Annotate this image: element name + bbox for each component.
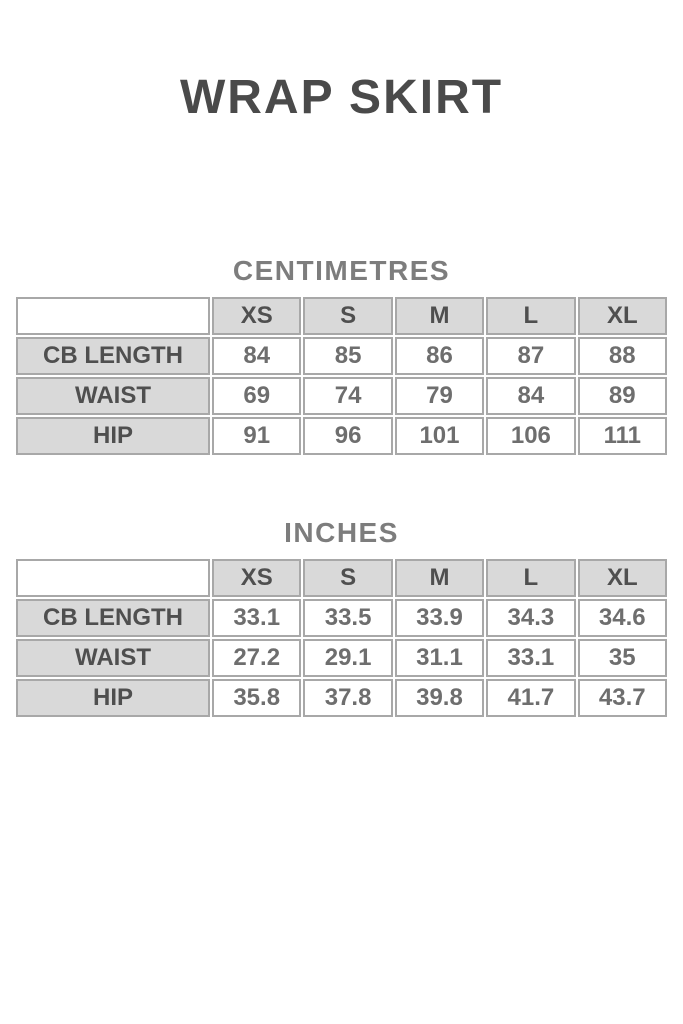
value-cell: 111 bbox=[577, 417, 667, 455]
value-cell: 96 bbox=[303, 417, 393, 455]
row-label-hip: HIP bbox=[16, 679, 210, 717]
value-cell: 91 bbox=[212, 417, 302, 455]
value-cell: 101 bbox=[394, 417, 485, 455]
value-cell: 86 bbox=[394, 337, 485, 375]
column-header-xs: XS bbox=[212, 297, 302, 335]
value-cell: 33.1 bbox=[212, 599, 302, 637]
corner-cell bbox=[16, 559, 210, 597]
row-label-waist: WAIST bbox=[16, 639, 210, 677]
centimetres-size-table: XS S M L XL CB LENGTH 84 85 86 87 88 WAI… bbox=[14, 295, 669, 457]
column-header-l: L bbox=[486, 297, 576, 335]
table-row: HIP 35.8 37.8 39.8 41.7 43.7 bbox=[16, 679, 667, 717]
value-cell: 87 bbox=[486, 337, 576, 375]
row-label-cb-length: CB LENGTH bbox=[16, 337, 210, 375]
section-title-inches: INCHES bbox=[284, 517, 399, 548]
column-header-m: M bbox=[394, 559, 485, 597]
row-label-cb-length: CB LENGTH bbox=[16, 599, 210, 637]
row-label-hip: HIP bbox=[16, 417, 210, 455]
column-header-s: S bbox=[303, 297, 393, 335]
table-row: WAIST 27.2 29.1 31.1 33.1 35 bbox=[16, 639, 667, 677]
page-title: WRAP SKIRT bbox=[179, 71, 504, 124]
value-cell: 33.9 bbox=[394, 599, 485, 637]
inches-table-wrap: XS S M L XL CB LENGTH 33.1 33.5 33.9 34.… bbox=[14, 557, 669, 719]
column-header-m: M bbox=[394, 297, 485, 335]
column-header-s: S bbox=[303, 559, 393, 597]
value-cell: 35 bbox=[577, 639, 667, 677]
value-cell: 34.6 bbox=[577, 599, 667, 637]
value-cell: 74 bbox=[303, 377, 393, 415]
corner-cell bbox=[16, 297, 210, 335]
section-title-centimetres: CENTIMETRES bbox=[232, 255, 451, 286]
value-cell: 84 bbox=[212, 337, 302, 375]
value-cell: 89 bbox=[577, 377, 667, 415]
table-row: CB LENGTH 84 85 86 87 88 bbox=[16, 337, 667, 375]
inches-size-table: XS S M L XL CB LENGTH 33.1 33.5 33.9 34.… bbox=[14, 557, 669, 719]
column-header-xs: XS bbox=[212, 559, 302, 597]
value-cell: 41.7 bbox=[486, 679, 576, 717]
value-cell: 37.8 bbox=[303, 679, 393, 717]
column-header-xl: XL bbox=[577, 559, 667, 597]
value-cell: 33.5 bbox=[303, 599, 393, 637]
value-cell: 27.2 bbox=[212, 639, 302, 677]
centimetres-section: CENTIMETRES XS S M L XL CB LENGTH 84 85 bbox=[0, 255, 683, 457]
table-header-row: XS S M L XL bbox=[16, 559, 667, 597]
value-cell: 39.8 bbox=[394, 679, 485, 717]
value-cell: 31.1 bbox=[394, 639, 485, 677]
column-header-xl: XL bbox=[577, 297, 667, 335]
value-cell: 34.3 bbox=[486, 599, 576, 637]
value-cell: 43.7 bbox=[577, 679, 667, 717]
table-row: WAIST 69 74 79 84 89 bbox=[16, 377, 667, 415]
row-label-waist: WAIST bbox=[16, 377, 210, 415]
value-cell: 85 bbox=[303, 337, 393, 375]
value-cell: 106 bbox=[486, 417, 576, 455]
value-cell: 35.8 bbox=[212, 679, 302, 717]
value-cell: 33.1 bbox=[486, 639, 576, 677]
inches-section: INCHES XS S M L XL CB LENGTH 33.1 33.5 bbox=[0, 517, 683, 719]
value-cell: 84 bbox=[486, 377, 576, 415]
table-header-row: XS S M L XL bbox=[16, 297, 667, 335]
value-cell: 29.1 bbox=[303, 639, 393, 677]
table-row: CB LENGTH 33.1 33.5 33.9 34.3 34.6 bbox=[16, 599, 667, 637]
table-row: HIP 91 96 101 106 111 bbox=[16, 417, 667, 455]
value-cell: 79 bbox=[394, 377, 485, 415]
value-cell: 88 bbox=[577, 337, 667, 375]
value-cell: 69 bbox=[212, 377, 302, 415]
centimetres-table-wrap: XS S M L XL CB LENGTH 84 85 86 87 88 WAI… bbox=[14, 295, 669, 457]
column-header-l: L bbox=[486, 559, 576, 597]
